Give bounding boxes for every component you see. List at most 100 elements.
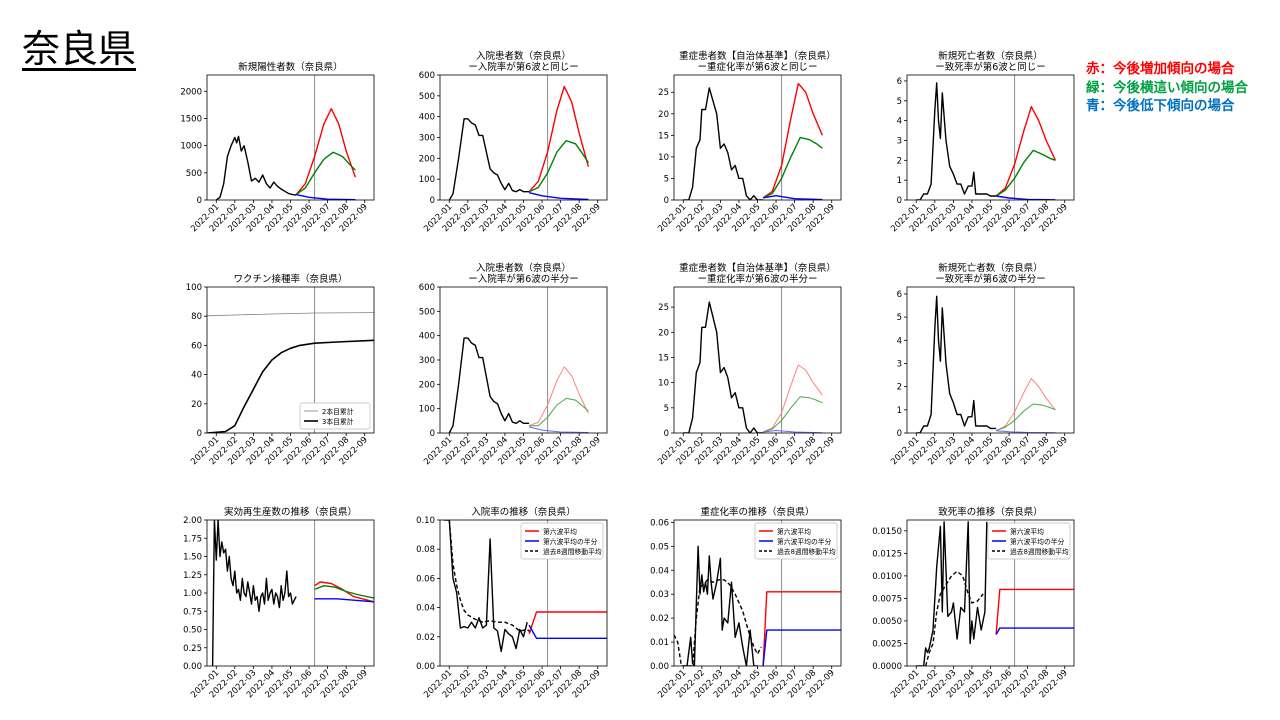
series-line-第六波平均: [995, 588, 1074, 635]
chart-title: ー重症化率が第6波と同じー: [697, 61, 817, 73]
y-tick-label: 4: [897, 117, 902, 127]
series-line-actual: [211, 520, 297, 666]
y-tick-label: 2.00: [183, 516, 202, 526]
y-tick-label: 0.05: [650, 542, 669, 552]
y-tick-label: 0.00: [650, 662, 669, 672]
chart-c12: 致死率の推移（奈良県） 0.0000 0.0025 0.0050 0.0075 0.010…: [872, 506, 1075, 700]
chart-c7: 重症患者数【自治体基準】（奈良県）ー重症化率が第6波の半分ー 0 5 10 15 20 25…: [656, 262, 842, 467]
y-tick-label: 15: [658, 353, 669, 363]
series-line-actual: [448, 118, 530, 200]
chart-title: 新規陽性者数（奈良県）: [238, 61, 343, 73]
scenario-legend-note: 赤：今後増加傾向の場合 緑：今後横這い傾向の場合 青：今後低下傾向の場合: [1086, 60, 1248, 116]
y-tick-label: 2000: [180, 87, 202, 97]
y-tick-label: 0.0000: [872, 662, 902, 672]
legend-label: 過去8週間移動平均: [777, 547, 836, 556]
y-tick-label: 5: [897, 313, 902, 323]
series-line-flat: [529, 397, 589, 427]
plot-frame: [673, 286, 842, 434]
y-tick-label: 60: [191, 341, 202, 351]
y-tick-label: 0.01: [650, 638, 669, 648]
series-line-第六波平均: [762, 591, 841, 666]
y-tick-label: 0.00: [416, 662, 435, 672]
y-tick-label: 600: [419, 71, 435, 81]
chart-c5: ワクチン接種率（奈良県）0204060801002022-012022-0220…: [186, 273, 375, 467]
plot-frame: [673, 519, 842, 667]
y-tick-label: 0.10: [416, 516, 435, 526]
chart-title: 重症患者数【自治体基準】（奈良県）: [679, 262, 836, 274]
series-line-increase: [295, 107, 357, 196]
series-line-flat: [314, 585, 374, 599]
y-tick-label: 0: [664, 429, 669, 439]
y-tick-label: 0.0100: [872, 572, 902, 582]
chart-title: 致死率の推移（奈良県）: [938, 506, 1043, 518]
note-blue: 青：今後低下傾向の場合: [1086, 98, 1235, 114]
y-tick-label: 600: [419, 283, 435, 293]
chart-title: ー重症化率が第6波の半分ー: [697, 273, 817, 285]
series-line-actual: [443, 520, 528, 653]
series-line-flat: [762, 396, 823, 433]
legend-label: 第六波平均: [543, 527, 577, 536]
plot-frame: [206, 286, 375, 434]
series-line-increase: [995, 105, 1057, 197]
plot-frame: [206, 519, 375, 667]
y-tick-label: 6: [897, 290, 902, 300]
y-tick-label: 0.0125: [872, 549, 902, 559]
legend-label: 第六波平均の半分: [543, 537, 598, 546]
chart-title: 入院率の推移（奈良県）: [471, 506, 576, 518]
series-line-flat: [995, 403, 1056, 432]
series-line-decrease: [763, 430, 823, 433]
y-tick-label: 5: [664, 404, 669, 414]
y-tick-label: 100: [419, 405, 435, 415]
y-tick-label: 200: [419, 380, 435, 390]
y-tick-label: 1500: [180, 114, 202, 124]
series-line-decrease: [528, 192, 589, 200]
y-tick-label: 0: [430, 429, 435, 439]
y-tick-label: 25: [658, 88, 669, 98]
y-tick-label: 1.75: [183, 534, 202, 544]
series-line-increase: [528, 366, 589, 427]
y-tick-label: 0.02: [650, 614, 669, 624]
y-tick-label: 2: [897, 156, 902, 166]
chart-title: ー入院率が第6波の半分ー: [468, 273, 579, 285]
legend-label: 第六波平均の半分: [777, 537, 832, 546]
chart-c8: 新規死亡者数（奈良県）ー致死率が第6波の半分ー01234562022-01202…: [889, 262, 1075, 467]
legend-label: 3本目累計: [322, 417, 354, 426]
y-tick-label: 500: [419, 307, 435, 317]
chart-title: 実効再生産数の推移（奈良県）: [224, 506, 357, 518]
legend-label: 第六波平均: [1010, 527, 1044, 536]
y-tick-label: 0: [430, 196, 435, 206]
y-tick-label: 0: [197, 429, 202, 439]
y-tick-label: 400: [419, 113, 435, 123]
series-line-2本目累計: [207, 312, 374, 317]
chart-c11: 重症化率の推移（奈良県） 0.00 0.01 0.02 0.03 0.04 0.05 0.06…: [650, 506, 842, 700]
series-line-increase: [762, 364, 823, 433]
series-line-actual: [916, 82, 997, 200]
series-line-movavg: [448, 520, 534, 635]
series-line-increase: [528, 85, 590, 193]
chart-c3: 重症患者数【自治体基準】（奈良県）ー重症化率が第6波と同じー 0 5 10 15 20 25…: [656, 50, 842, 234]
legend-label: 過去8週間移動平均: [543, 547, 602, 556]
y-tick-label: 0.03: [650, 590, 669, 600]
y-tick-label: 0.50: [183, 626, 202, 636]
y-tick-label: 500: [419, 92, 435, 102]
y-tick-label: 1000: [180, 142, 202, 152]
y-tick-label: 0.02: [416, 633, 435, 643]
chart-c9: 実効再生産数の推移（奈良県） 0.00 0.25 0.50 0.75 1.00 1.25 1.…: [183, 506, 375, 700]
y-tick-label: 1.50: [183, 553, 202, 563]
y-tick-label: 0.0025: [872, 639, 902, 649]
chart-c2: 入院患者数（奈良県）ー入院率が第6波と同じー 0 100 200 300 400 500 60…: [419, 50, 608, 234]
chart-title: 重症化率の推移（奈良県）: [700, 506, 814, 518]
y-tick-label: 0.04: [416, 604, 435, 614]
series-line-movavg: [674, 579, 762, 666]
y-tick-label: 3: [897, 136, 902, 146]
series-line-decrease: [314, 598, 374, 603]
series-line-actual: [448, 337, 530, 433]
chart-title: ー入院率が第6波と同じー: [468, 61, 579, 73]
y-tick-label: 0.00: [183, 662, 202, 672]
note-green: 緑：今後横這い傾向の場合: [1086, 79, 1248, 96]
chart-title: ー致死率が第6波の半分ー: [935, 273, 1046, 285]
